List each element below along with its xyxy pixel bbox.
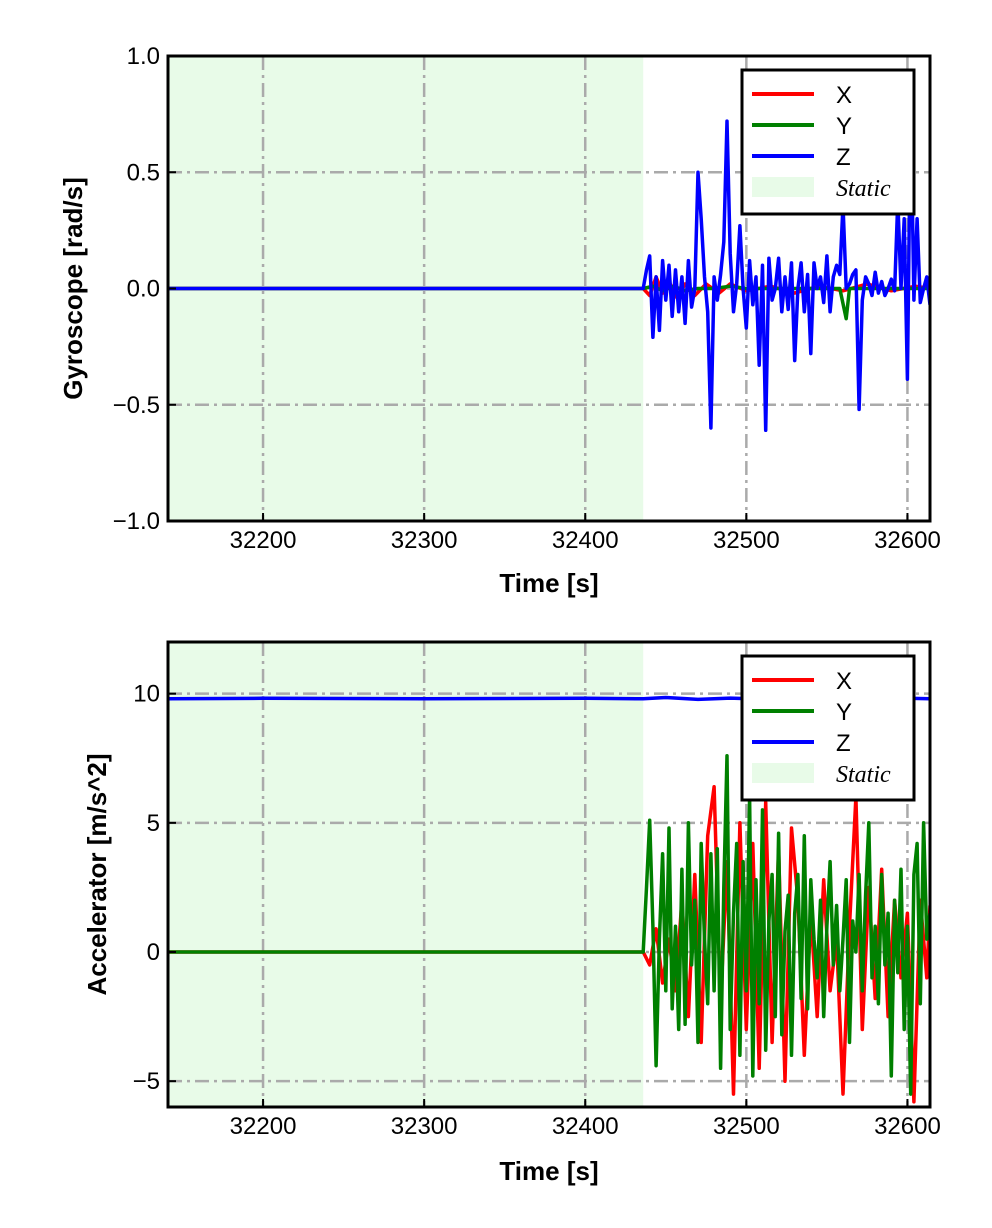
series-y-line	[168, 753, 930, 1096]
legend-label-static: Static	[836, 762, 891, 788]
legend-label-x: X	[836, 82, 852, 109]
static-region	[168, 642, 644, 1107]
x-tick-label: 32500	[713, 1113, 780, 1140]
x-tick-label: 32500	[713, 527, 780, 554]
ticks: 32200 32300 32400 32500 32600 −5 0 5 10	[133, 681, 941, 1140]
legend: X Y Z Static	[740, 654, 916, 802]
ticks: 32200 32300 32400 32500 32600 −1.0 −0.5 0.0 0.5 1…	[113, 43, 941, 554]
x-tick-label: 32200	[230, 527, 297, 554]
x-tick-label: 32600	[874, 527, 941, 554]
legend-label-y: Y	[836, 113, 852, 140]
y-tick-label: −0.5	[113, 392, 160, 419]
legend-label-x: X	[836, 668, 852, 695]
plot-frame	[166, 640, 932, 1109]
legend-swatch-static	[752, 763, 814, 783]
gyroscope-chart: 32200 32300 32400 32500 32600 −1.0 −0.5 0.0 0.5 1…	[58, 43, 941, 598]
y-tick-label: 0.0	[127, 276, 160, 303]
y-tick-label: −5	[133, 1068, 160, 1095]
legend-label-z: Z	[836, 144, 851, 171]
x-tick-label: 32400	[552, 527, 619, 554]
x-tick-label: 32300	[391, 527, 458, 554]
x-tick-label: 32200	[230, 1113, 297, 1140]
x-axis-label: Time [s]	[499, 568, 598, 598]
series-lines	[168, 98, 930, 433]
x-tick-label: 32300	[391, 1113, 458, 1140]
y-tick-label: 0.5	[127, 159, 160, 186]
accelerator-chart: 32200 32300 32400 32500 32600 −5 0 5 10 Time [s]…	[82, 640, 941, 1186]
legend-label-static: Static	[836, 176, 891, 202]
legend-swatch-static	[752, 177, 814, 197]
x-axis-label: Time [s]	[499, 1156, 598, 1186]
y-tick-label: 10	[133, 681, 160, 708]
legend-label-y: Y	[836, 699, 852, 726]
y-tick-label: 0	[147, 939, 160, 966]
y-axis-label: Accelerator [m/s^2]	[82, 753, 112, 995]
legend: X Y Z Static	[740, 68, 916, 216]
y-tick-label: 5	[147, 810, 160, 837]
y-tick-label: 1.0	[127, 43, 160, 70]
x-tick-label: 32600	[874, 1113, 941, 1140]
y-axis-label: Gyroscope [rad/s]	[58, 177, 88, 400]
x-tick-label: 32400	[552, 1113, 619, 1140]
legend-label-z: Z	[836, 730, 851, 757]
y-tick-label: −1.0	[113, 508, 160, 535]
series-z-line	[168, 98, 930, 433]
